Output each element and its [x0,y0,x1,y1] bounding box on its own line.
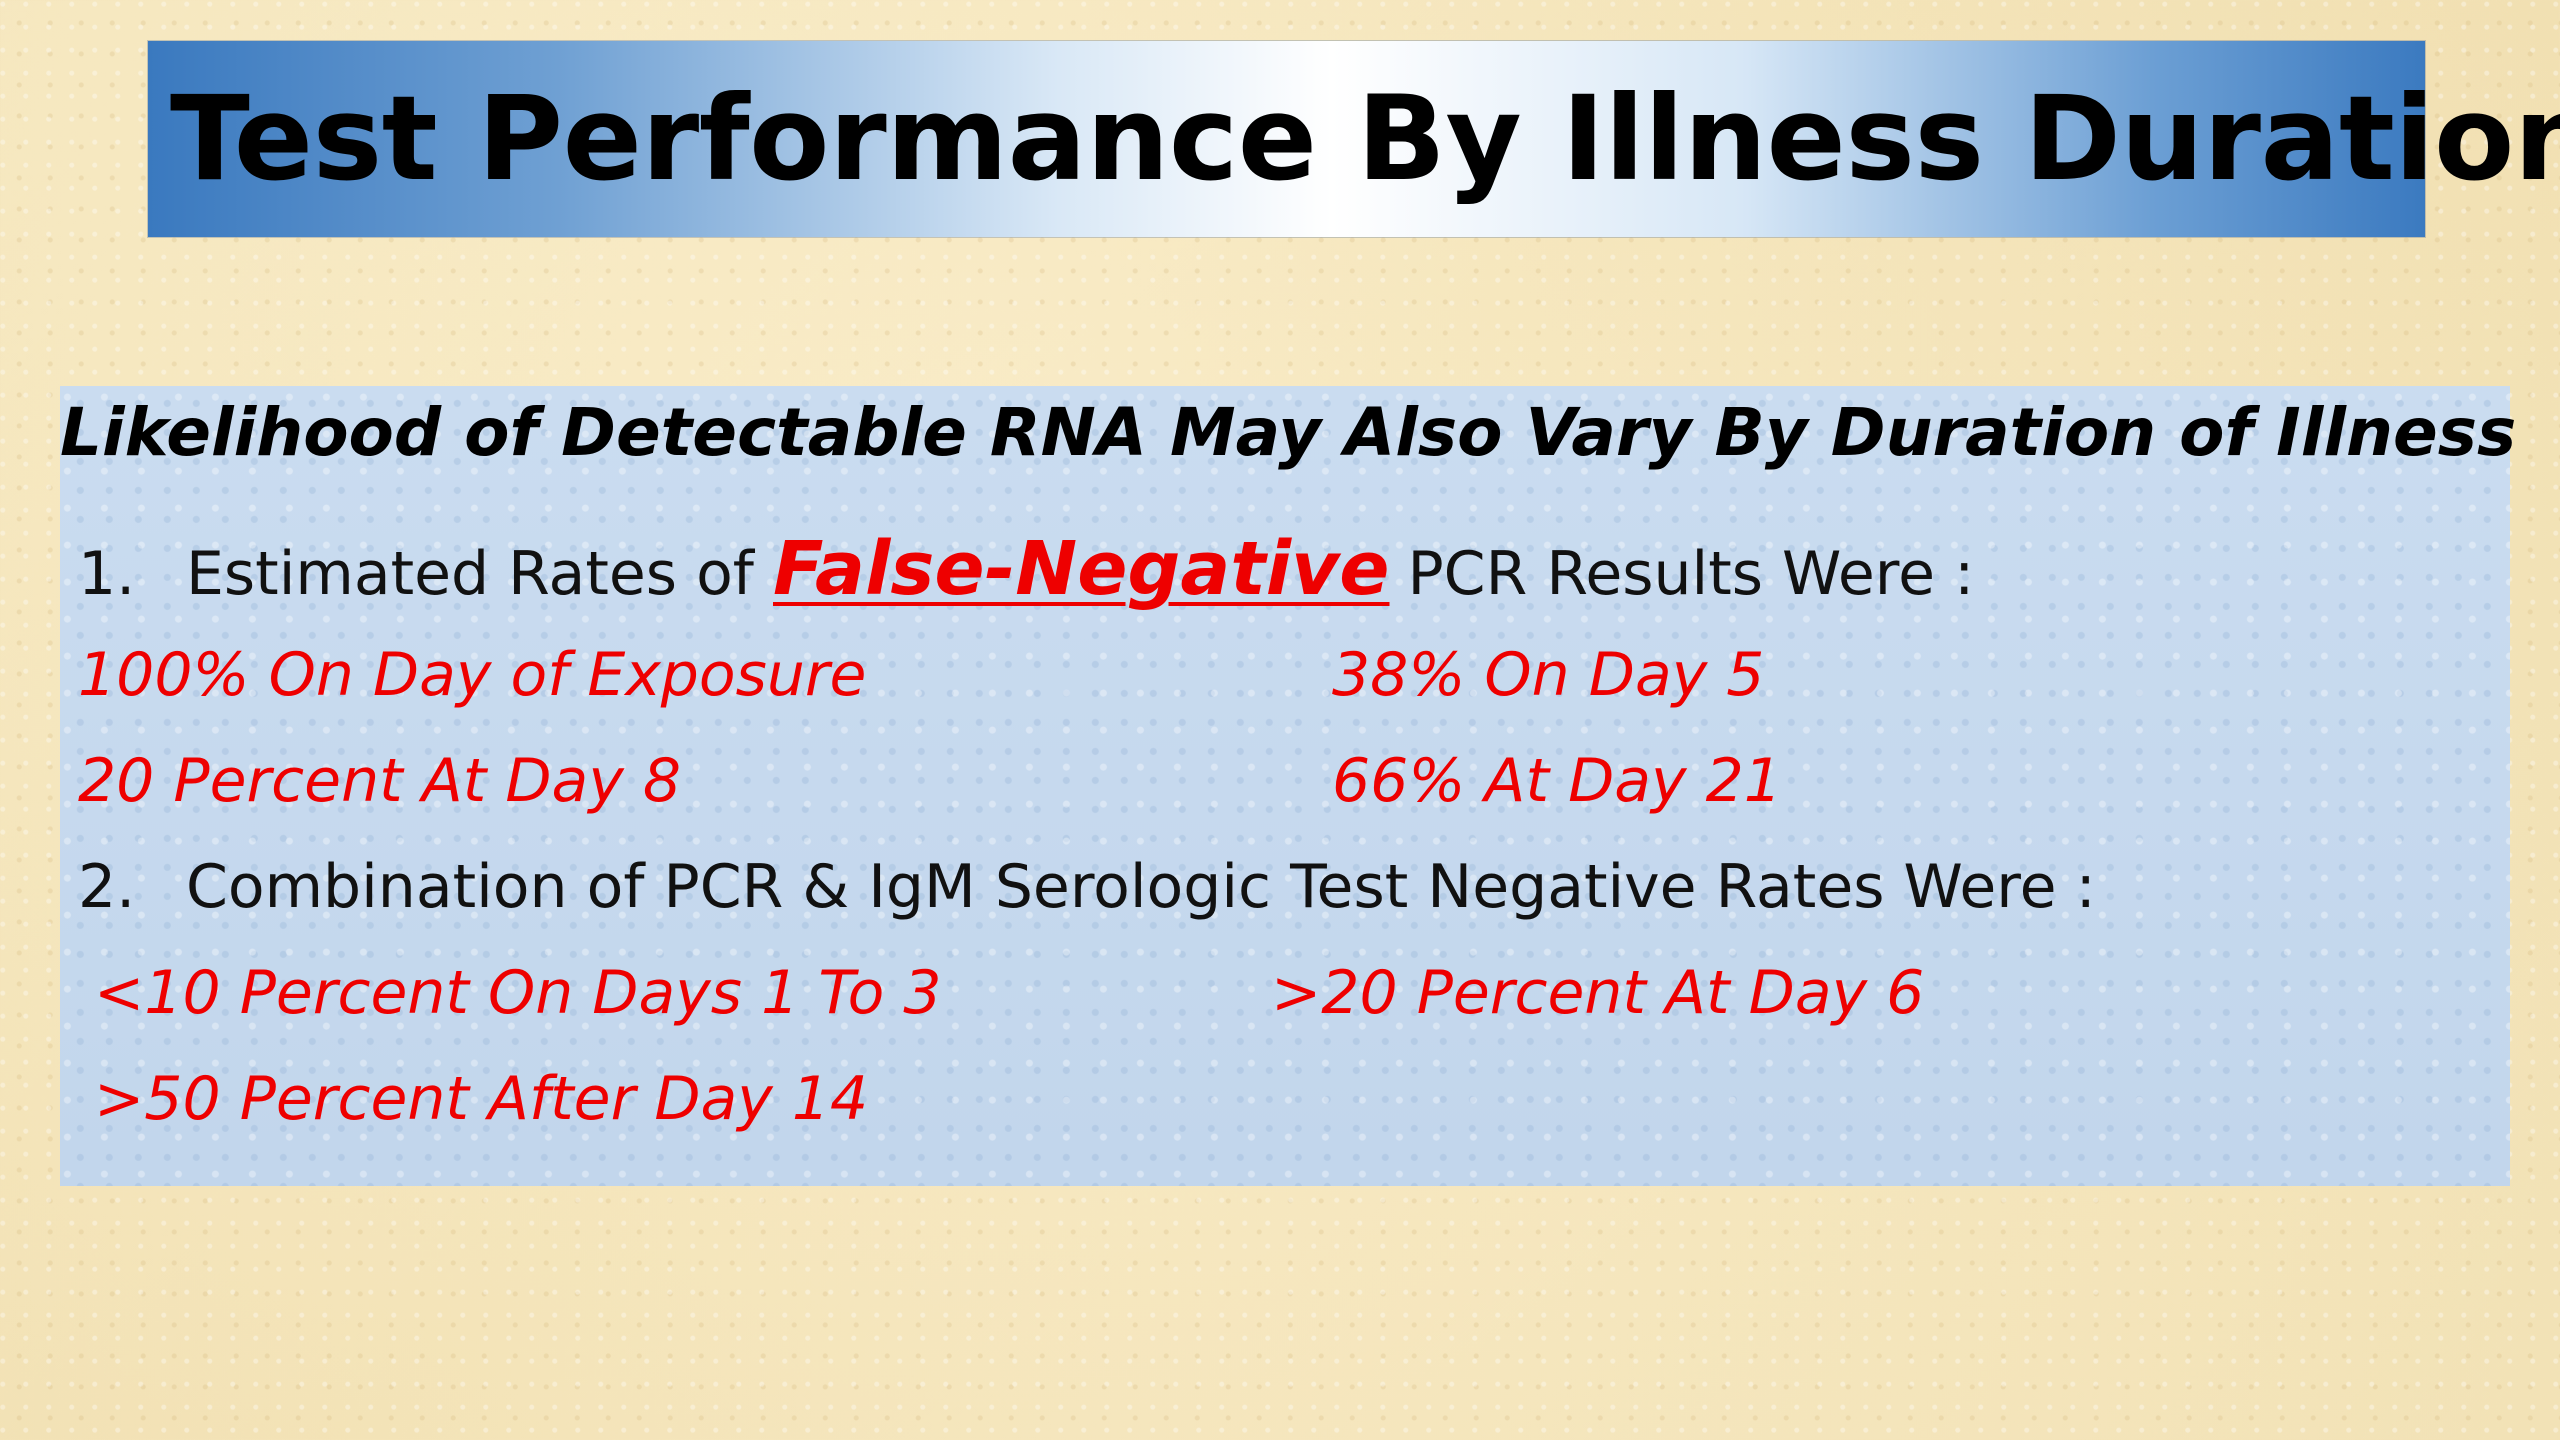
item-2-number: 2. [78,852,136,922]
rate-over-20-day-6: >20 Percent At Day 6 [1271,958,1925,1028]
rate-100-day-exposure: 100% On Day of Exposure [78,640,867,710]
rate-66-day-21: 66% At Day 21 [1332,746,1782,816]
slide-title: Test Performance By Illness Duration [170,70,2560,207]
title-banner: Test Performance By Illness Duration [148,41,2560,237]
item-1-number: 1. [78,539,136,609]
content-panel: Likelihood of Detectable RNA May Also Va… [60,386,2517,1186]
rate-20-day-8: 20 Percent At Day 8 [78,746,682,816]
item-2-line: 2. Combination of PCR & IgM Serologic Tes… [78,852,2096,922]
rate-over-50-after-day-14: >50 Percent After Day 14 [94,1064,869,1134]
subtitle: Likelihood of Detectable RNA May Also Va… [60,394,2517,471]
item-1-text-before: Estimated Rates of [186,539,754,609]
item-1-line: 1. Estimated Rates of False-Negative PCR R… [78,526,1974,612]
item-2-text: Combination of PCR & IgM Serologic Test … [186,852,2096,922]
item-1-text-after: PCR Results Were : [1407,539,1975,609]
rate-38-day-5: 38% On Day 5 [1332,640,1765,710]
rate-under-10-days-1-3: <10 Percent On Days 1 To 3 [94,958,942,1028]
false-negative-emphasis: False-Negative [773,526,1390,612]
